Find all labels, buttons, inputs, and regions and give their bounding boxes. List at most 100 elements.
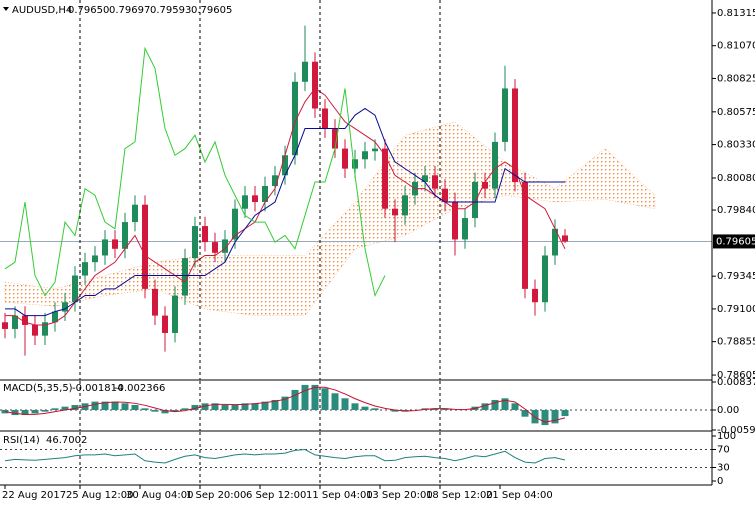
y-tick-label: 100 (717, 431, 736, 442)
x-tick-label: 18 Sep 12:00 (426, 490, 493, 501)
candle-body (542, 255, 548, 303)
histogram-bar (561, 410, 569, 417)
candle-body (212, 242, 218, 253)
candle-body (102, 239, 108, 256)
histogram-bar (231, 404, 239, 411)
candle-body (232, 208, 238, 240)
histogram-bar (311, 384, 319, 411)
candle-body (432, 175, 438, 189)
histogram-bar (141, 408, 149, 411)
candle-body (272, 175, 278, 186)
y-tick-label: 0.80330 (717, 140, 755, 151)
candle-body (32, 324, 38, 336)
histogram-bar (261, 401, 269, 411)
candle-body (462, 218, 468, 240)
panel-title: MACD(5,35,5) (3, 383, 73, 394)
histogram-bar (271, 399, 279, 411)
signal-line (4, 386, 566, 423)
candle-body (242, 195, 248, 209)
readout: -0.001814 (72, 383, 123, 394)
candle-body (92, 255, 98, 263)
x-tick-label: 1 Sep 20:00 (186, 490, 246, 501)
indicator-line (4, 46, 386, 298)
candle-body (402, 195, 408, 216)
histogram-bar (331, 393, 339, 411)
candle-body (562, 235, 568, 242)
candle-body (42, 322, 48, 336)
indicator-line (5, 87, 566, 326)
y-tick-label: -0.005978 (717, 425, 755, 436)
candle-body (182, 258, 188, 296)
candle-body (502, 88, 508, 142)
candle-body (492, 141, 498, 189)
y-tick-label: 0.78605 (717, 370, 755, 381)
histogram-bar (351, 403, 359, 411)
candle-body (2, 322, 8, 329)
candle-body (62, 302, 68, 312)
candle-body (512, 88, 518, 182)
histogram-bar (491, 399, 499, 411)
histogram-bar (511, 403, 519, 411)
histogram-bar (251, 403, 259, 411)
histogram-bar (371, 408, 379, 411)
price-tag (713, 234, 755, 249)
histogram-bar (541, 410, 549, 426)
candle-body (342, 148, 348, 169)
x-tick-label: 22 Aug 2017 (2, 490, 66, 501)
histogram-bar (41, 410, 49, 412)
candle-body (362, 151, 368, 160)
candle-body (152, 288, 158, 316)
histogram-bar (211, 403, 219, 411)
histogram-bar (341, 398, 349, 411)
candle-body (262, 185, 268, 203)
y-tick-label: 0.78855 (717, 337, 755, 348)
y-tick-label: 0.00 (717, 405, 739, 416)
x-tick-label: 21 Sep 04:00 (486, 490, 553, 501)
histogram-bar (21, 410, 29, 416)
y-tick-label: 30 (717, 463, 730, 474)
histogram-bar (191, 404, 199, 411)
candle-body (22, 315, 28, 325)
candle-body (292, 81, 298, 156)
y-tick-label: 0.80825 (717, 73, 755, 84)
indicator-line (5, 107, 565, 317)
histogram-bar (161, 410, 169, 414)
candle-body (12, 315, 18, 329)
histogram-bar (51, 408, 59, 411)
candle-body (532, 288, 538, 303)
candle-body (372, 148, 378, 152)
candle-body (452, 202, 458, 240)
histogram-bar (321, 388, 329, 411)
histogram-bar (441, 408, 449, 411)
histogram-bar (391, 410, 399, 412)
histogram-bar (481, 403, 489, 411)
histogram-bar (241, 403, 249, 411)
x-tick-label: 11 Sep 04:00 (306, 490, 373, 501)
candle-body (82, 262, 88, 276)
histogram-bar (101, 401, 109, 411)
histogram-bar (181, 408, 189, 411)
symbol-title: AUDUSD,H4 (12, 5, 72, 16)
x-tick-label: 13 Sep 20:00 (366, 490, 433, 501)
y-tick-label: 70 (717, 445, 730, 456)
candle-body (52, 311, 58, 323)
candle-body (522, 181, 528, 289)
candle-body (472, 181, 478, 219)
candle-body (552, 228, 558, 256)
readout: -0.002366 (114, 383, 165, 394)
y-tick-label: 0.80080 (717, 173, 755, 184)
candle-body (352, 159, 358, 169)
y-tick-label: 0.81070 (717, 41, 755, 52)
candle-body (72, 275, 78, 303)
candle-body (132, 204, 138, 223)
menu-triangle (3, 7, 9, 11)
histogram-bar (11, 410, 19, 416)
candle-body (172, 295, 178, 333)
histogram-bar (71, 404, 79, 411)
histogram-bar (61, 406, 69, 411)
y-tick-label: 0.008371 (717, 377, 755, 388)
histogram-bar (361, 406, 369, 411)
candle-body (112, 239, 118, 249)
